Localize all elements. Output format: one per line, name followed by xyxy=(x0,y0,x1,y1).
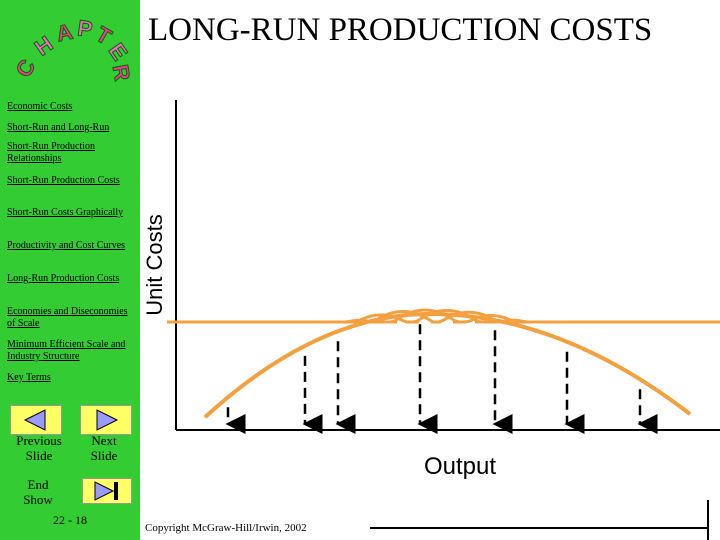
short-run-curve xyxy=(409,308,485,324)
nav-link[interactable]: Short-Run Production Relationships xyxy=(7,141,96,164)
short-run-curve xyxy=(475,318,551,324)
end-button[interactable] xyxy=(82,478,132,504)
next-label[interactable]: Next Slide xyxy=(90,433,118,463)
copyright: Copyright McGraw-Hill/Irwin, 2002 xyxy=(145,522,307,534)
nav-link[interactable]: Minimum Efficient Scale and Industry Str… xyxy=(7,339,126,362)
nav-link[interactable]: Short-Run Production Costs xyxy=(7,175,120,186)
x-axis-label: Output xyxy=(424,453,496,480)
nav-link[interactable]: Economic Costs xyxy=(7,101,73,112)
slide-title: LONG-RUN PRODUCTION COSTS xyxy=(148,12,653,48)
slide-number: 22 - 18 xyxy=(53,513,87,527)
short-run-curve xyxy=(387,308,463,324)
short-run-curve xyxy=(431,310,507,324)
end-label[interactable]: End Show xyxy=(23,477,53,507)
nav-link[interactable]: Short-Run and Long-Run xyxy=(7,122,110,133)
y-axis-label: Unit Costs xyxy=(142,214,167,315)
end-icon xyxy=(94,481,118,501)
nav-link[interactable]: Long-Run Production Costs xyxy=(7,273,120,284)
next-button[interactable] xyxy=(80,405,132,435)
arrow-right xyxy=(96,409,119,431)
short-run-curve xyxy=(365,310,441,324)
previous-label[interactable]: Previous Slide xyxy=(16,433,62,463)
arrow-left xyxy=(23,409,46,431)
side-panel xyxy=(0,0,140,540)
nav-link[interactable]: Short-Run Costs Graphically xyxy=(7,207,124,218)
short-run-curve xyxy=(343,313,419,324)
short-run-curve xyxy=(321,318,397,324)
dashed-lines xyxy=(225,324,658,434)
envelope xyxy=(203,311,692,419)
short-run-curve xyxy=(453,314,529,324)
nav-link[interactable]: Productivity and Cost Curves xyxy=(7,240,126,251)
nav-link[interactable]: Key Terms xyxy=(7,372,51,383)
nav-link[interactable]: Economies and Diseconomies of Scale xyxy=(7,306,128,329)
previous-button[interactable] xyxy=(10,405,62,435)
cost-curves xyxy=(167,308,720,419)
